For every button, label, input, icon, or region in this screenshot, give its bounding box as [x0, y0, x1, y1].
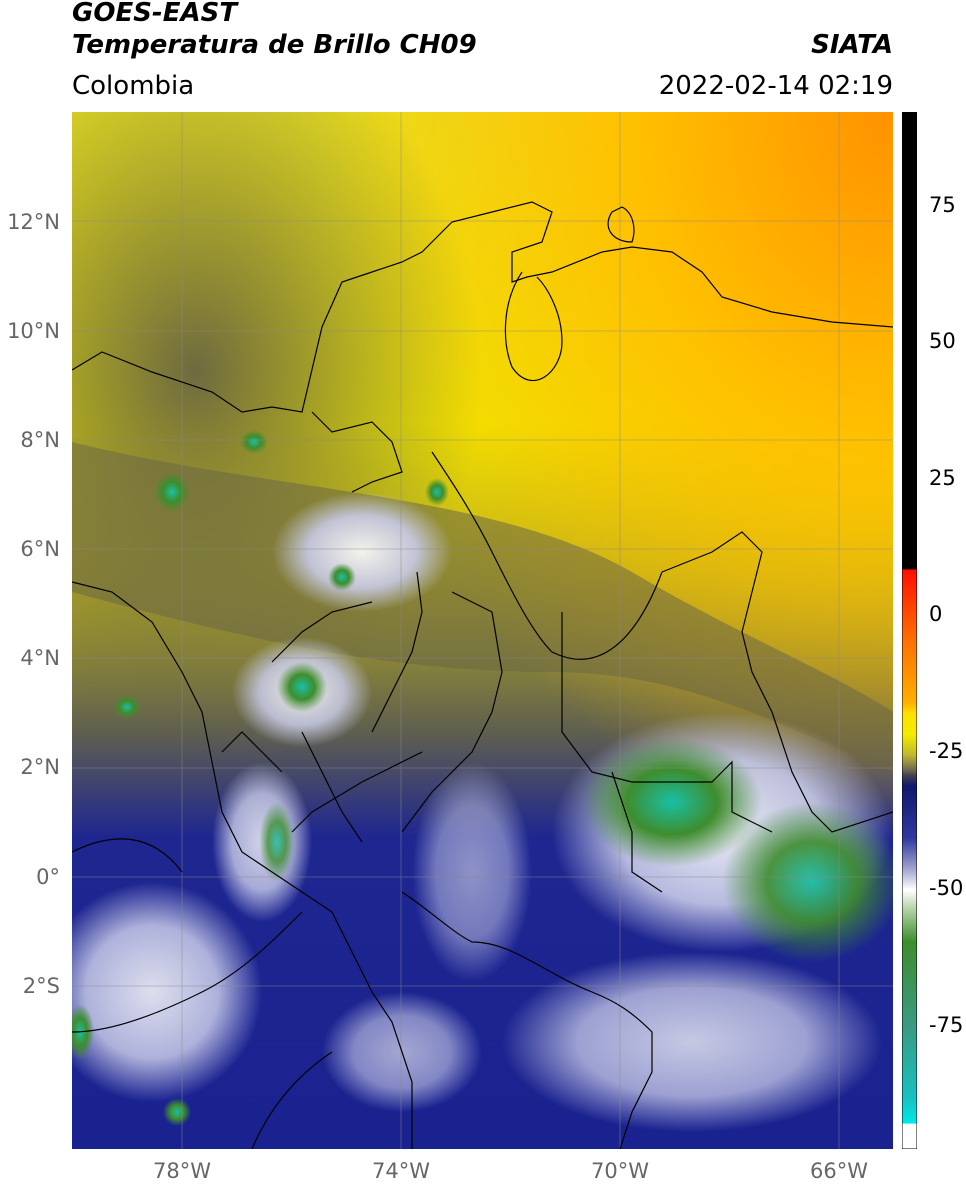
lat-tick-8n: 8°N: [20, 428, 60, 452]
region-label: Colombia: [72, 71, 195, 101]
borders: [72, 201, 893, 1149]
colorbar-tick-0: 0: [929, 602, 943, 626]
title-line-1: GOES-EAST: [72, 0, 238, 28]
lat-tick-2s: 2°S: [22, 974, 60, 998]
lat-tick-6n: 6°N: [20, 537, 60, 561]
timestamp: 2022-02-14 02:19: [658, 71, 893, 101]
lon-tick-78w: 78°W: [153, 1159, 211, 1183]
lat-tick-4n: 4°N: [20, 646, 60, 670]
lat-tick-10n: 10°N: [7, 319, 60, 343]
colorbar-tick-50: 50: [929, 329, 956, 353]
lat-tick-12n: 12°N: [7, 210, 60, 234]
lat-tick-2n: 2°N: [20, 755, 60, 779]
colorbar: [902, 112, 917, 1149]
lon-tick-74w: 74°W: [372, 1159, 430, 1183]
colorbar-tick-minus75: -75: [929, 1013, 964, 1037]
brand-label: SIATA: [811, 30, 893, 60]
lat-tick-0: 0°: [36, 865, 60, 889]
colorbar-tick-minus50: -50: [929, 876, 964, 900]
title-line-2: Temperatura de Brillo CH09: [72, 30, 477, 60]
lon-tick-66w: 66°W: [810, 1159, 868, 1183]
lon-tick-70w: 70°W: [591, 1159, 649, 1183]
colorbar-tick-75: 75: [929, 193, 956, 217]
colorbar-tick-25: 25: [929, 466, 956, 490]
graticule: [72, 112, 893, 1149]
satellite-map: [72, 112, 893, 1149]
colorbar-tick-minus25: -25: [929, 739, 964, 763]
